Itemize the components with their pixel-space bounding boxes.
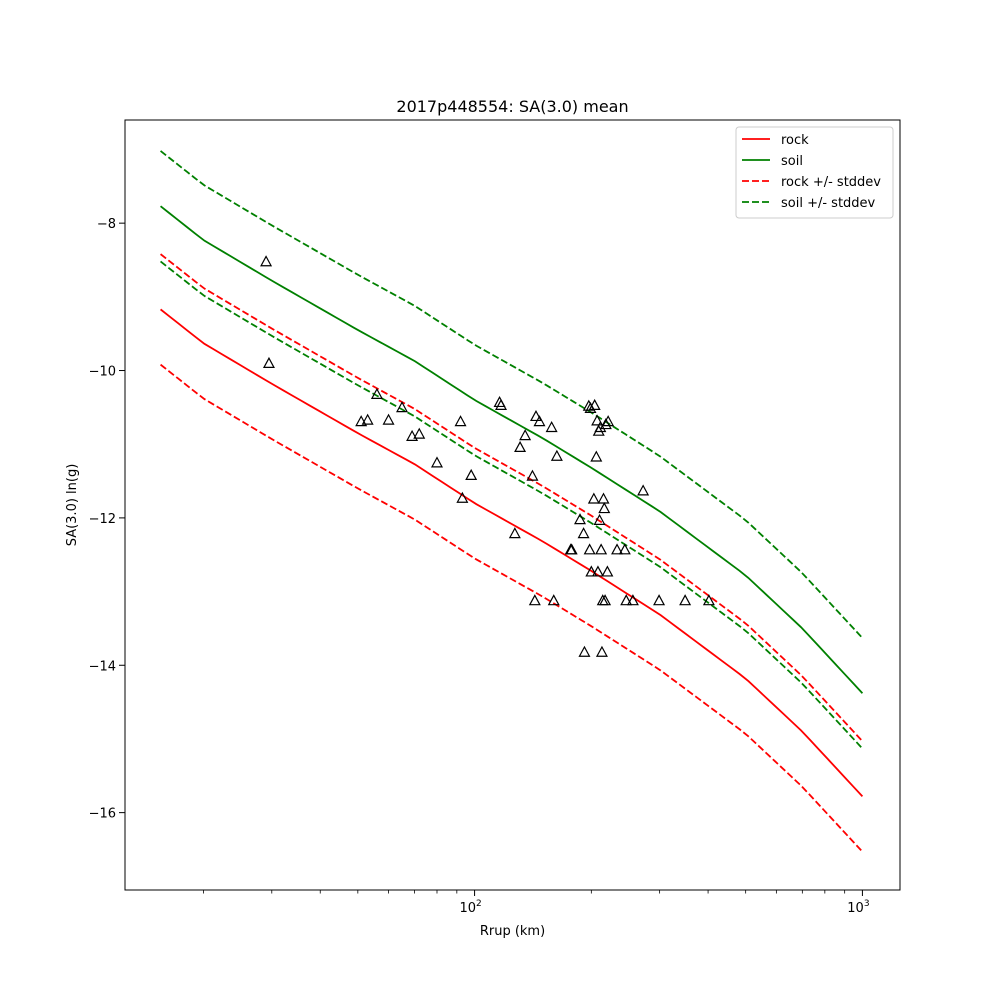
legend-box [735,126,894,219]
observation-point [430,456,443,468]
observation-point [637,484,650,496]
observation-point [626,594,639,606]
observation-point [599,418,612,430]
observation-point [370,387,383,399]
observation-point [508,527,521,539]
observation-point [618,543,631,555]
series-line-5 [160,260,864,750]
y-axis: −16 −14 −12 −10 −8 [89,217,125,822]
observation-point [533,415,546,427]
observation-point [454,415,467,427]
observation-point [599,594,612,606]
chart-title: 2017p448554: SA(3.0) mean [396,97,628,116]
observation-point [406,429,419,441]
observation-point [495,398,508,411]
series-line-0 [160,308,864,798]
observation-point [598,502,611,514]
observation-point [588,398,601,411]
observation-point [514,440,527,453]
observation-point [550,449,563,461]
observation-point [595,543,608,555]
observation-point [593,513,606,525]
observation-point [382,413,395,425]
y-tick-label: −12 [89,512,116,527]
series-line-3 [160,363,864,853]
observation-point [584,401,597,413]
observation-point [519,429,532,441]
observation-point [529,409,543,422]
x-tick-label: 103 [847,899,869,916]
observation-point [620,594,633,606]
observation-point [679,594,692,606]
legend-label: soil [781,154,803,169]
observation-point [595,645,608,657]
observation-point [413,427,426,439]
observation-point [545,420,558,433]
observation-point [547,594,560,606]
x-tick-label: 102 [459,899,481,916]
observation-point [578,645,591,657]
observation-point [528,594,541,606]
observation-point [456,491,469,503]
observation-point [260,255,273,267]
observation-point [602,415,615,427]
x-axis: 102 103 [203,890,870,916]
legend-label: rock [781,133,809,148]
series-line-2 [160,253,864,742]
legend-label: soil +/- stddev [781,196,876,211]
observation-point [611,543,624,555]
observation-point [574,513,587,525]
observation-point [565,543,578,555]
observation-point [361,413,374,425]
observation-point [591,414,604,426]
series-line-4 [160,150,864,639]
y-tick-label: −8 [97,217,116,232]
observation-point [601,565,614,577]
observation-point [702,594,715,606]
y-tick-label: −14 [89,659,116,674]
observation-point [591,565,604,577]
plot-area [160,150,864,853]
observation-point [465,468,478,481]
x-axis-label: Rrup (km) [480,924,545,939]
y-axis-label: SA(3.0) ln(g) [65,464,80,547]
observation-point [262,356,275,369]
observation-point [583,543,596,555]
observation-point [577,527,590,539]
y-tick-label: −16 [89,807,116,822]
observation-point [587,492,600,504]
observation-point [653,594,666,606]
plot-frame [124,119,901,891]
observation-point [585,565,598,577]
y-tick-label: −10 [89,365,116,380]
observation-point [594,420,607,433]
series-line-1 [160,205,864,694]
observation-point [590,450,603,462]
observation-point [597,492,610,504]
legend-label: rock +/- stddev [781,175,881,190]
legend: rock soil rock +/- stddev soil +/- stddev [735,126,894,219]
observation-point [396,401,409,413]
observation-point [526,469,539,481]
